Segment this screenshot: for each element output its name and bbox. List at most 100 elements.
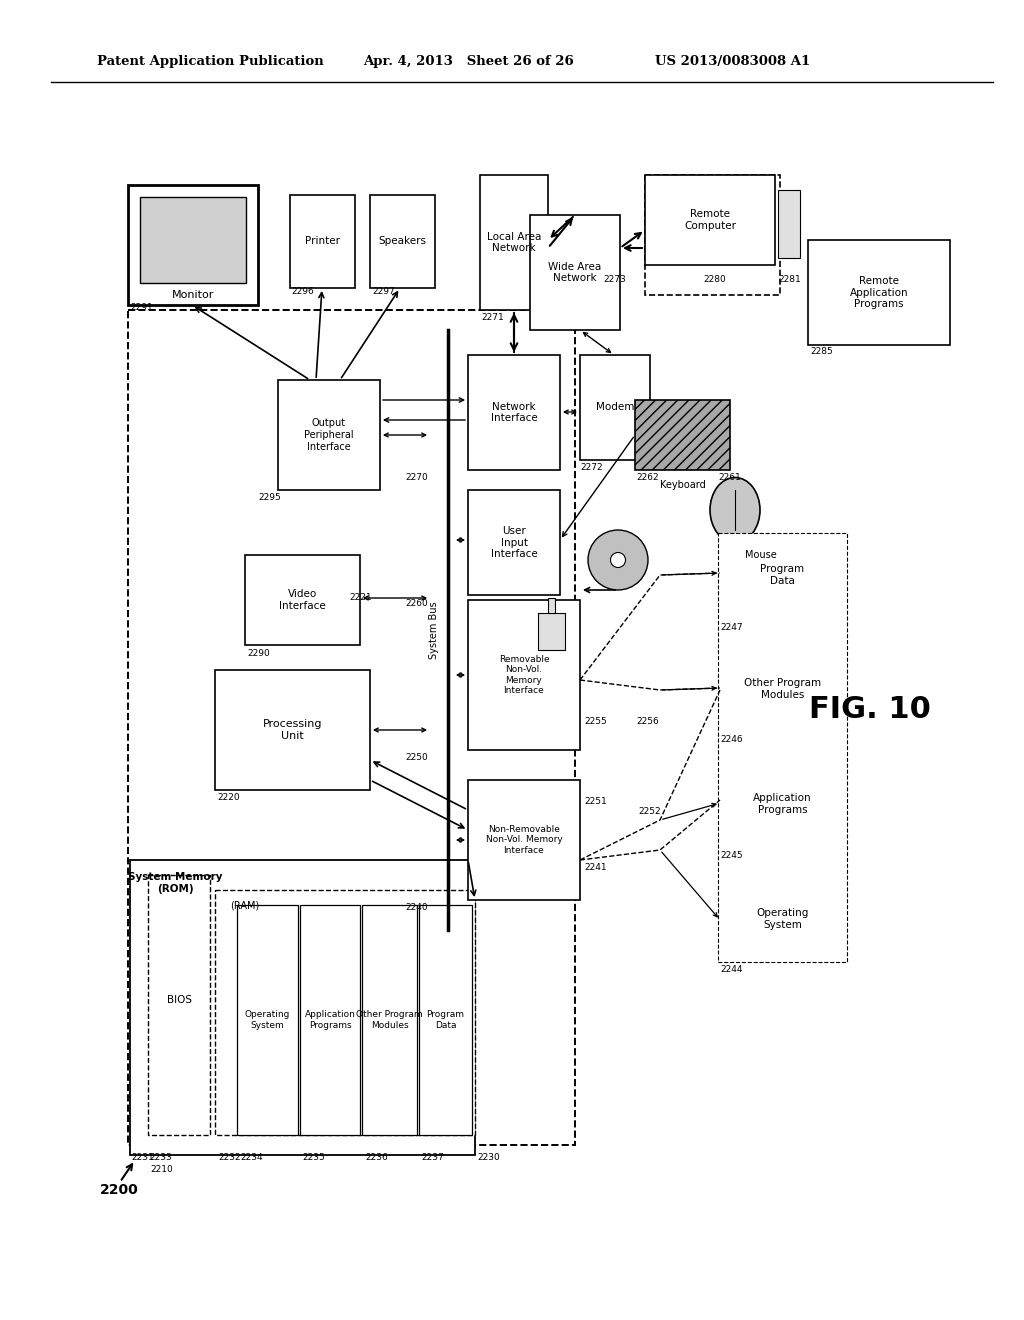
Text: 2261: 2261 — [718, 474, 740, 483]
Text: Patent Application Publication: Patent Application Publication — [97, 54, 324, 67]
Text: Video
Interface: Video Interface — [280, 589, 326, 611]
Text: 2250: 2250 — [406, 754, 428, 763]
Bar — [140, 197, 246, 282]
Text: Remote
Application
Programs: Remote Application Programs — [850, 276, 908, 309]
Text: FIG. 10: FIG. 10 — [809, 696, 931, 725]
Text: 2271: 2271 — [481, 314, 504, 322]
Bar — [468, 490, 560, 595]
Text: 2230: 2230 — [477, 1154, 500, 1163]
Bar — [808, 240, 950, 345]
Text: 2281: 2281 — [778, 276, 801, 285]
Text: Network
Interface: Network Interface — [490, 401, 538, 424]
Text: 2272: 2272 — [580, 463, 603, 473]
Bar — [720, 763, 845, 845]
Text: 2251: 2251 — [584, 797, 607, 807]
Text: Program
Data: Program Data — [761, 564, 805, 586]
Text: User
Input
Interface: User Input Interface — [490, 525, 538, 560]
Text: Non-Removable
Non-Vol. Memory
Interface: Non-Removable Non-Vol. Memory Interface — [485, 825, 562, 855]
Text: 2295: 2295 — [258, 494, 281, 503]
Bar — [635, 400, 730, 470]
Text: 2221: 2221 — [349, 594, 372, 602]
Bar — [237, 906, 298, 1135]
Bar — [538, 612, 565, 649]
Bar — [720, 535, 845, 615]
Text: Other Program
Modules: Other Program Modules — [744, 678, 821, 700]
Bar — [720, 648, 845, 730]
Bar — [645, 176, 775, 265]
Text: 2232: 2232 — [218, 1154, 241, 1163]
Text: 2296: 2296 — [291, 288, 313, 297]
Text: Mouse: Mouse — [745, 550, 777, 560]
Bar — [148, 875, 210, 1135]
Bar — [468, 601, 580, 750]
Text: 2220: 2220 — [217, 793, 240, 803]
Text: Output
Peripheral
Interface: Output Peripheral Interface — [304, 418, 354, 451]
Text: 2231: 2231 — [131, 1154, 154, 1163]
Ellipse shape — [710, 478, 760, 543]
Text: Apr. 4, 2013   Sheet 26 of 26: Apr. 4, 2013 Sheet 26 of 26 — [364, 54, 574, 67]
Text: Speakers: Speakers — [379, 236, 427, 247]
Text: Local Area
Network: Local Area Network — [486, 232, 542, 253]
Ellipse shape — [588, 531, 648, 590]
Bar — [530, 215, 620, 330]
Text: 2240: 2240 — [406, 903, 428, 912]
Bar — [278, 380, 380, 490]
Bar — [419, 906, 472, 1135]
Bar — [548, 598, 555, 612]
Text: 2241: 2241 — [584, 863, 606, 873]
Bar — [468, 355, 560, 470]
Bar — [128, 310, 575, 1144]
Bar — [580, 355, 650, 459]
Text: 2273: 2273 — [603, 276, 626, 285]
Text: System Memory
(ROM): System Memory (ROM) — [128, 873, 222, 894]
Text: Operating
System: Operating System — [245, 1010, 290, 1030]
Text: 2233: 2233 — [150, 1154, 172, 1163]
Text: Processing
Unit: Processing Unit — [263, 719, 323, 741]
Text: 2200: 2200 — [100, 1183, 138, 1197]
Bar — [778, 190, 800, 257]
Text: Application
Programs: Application Programs — [754, 793, 812, 814]
Text: 2236: 2236 — [365, 1154, 388, 1163]
Text: Remote
Computer: Remote Computer — [684, 209, 736, 231]
Text: 2237: 2237 — [421, 1154, 443, 1163]
Bar — [720, 878, 845, 960]
Ellipse shape — [610, 553, 626, 568]
Text: 2270: 2270 — [406, 474, 428, 483]
Text: Operating
System: Operating System — [757, 908, 809, 929]
Text: 2285: 2285 — [810, 347, 833, 356]
Text: 2291: 2291 — [130, 304, 153, 313]
Text: 2262: 2262 — [636, 474, 658, 483]
Text: Other Program
Modules: Other Program Modules — [356, 1010, 423, 1030]
Bar — [718, 533, 847, 962]
Bar — [370, 195, 435, 288]
Bar — [245, 554, 360, 645]
Bar — [300, 906, 360, 1135]
Bar — [215, 890, 475, 1135]
Text: Application
Programs: Application Programs — [304, 1010, 355, 1030]
Text: 2290: 2290 — [247, 648, 269, 657]
Text: 2235: 2235 — [302, 1154, 325, 1163]
Bar — [130, 861, 475, 1155]
Bar — [468, 780, 580, 900]
Text: 2244: 2244 — [720, 965, 742, 974]
Text: Modem: Modem — [596, 403, 634, 412]
Text: 2234: 2234 — [240, 1154, 262, 1163]
Text: 2255: 2255 — [584, 718, 607, 726]
Text: Printer: Printer — [305, 236, 340, 247]
Text: System Bus: System Bus — [429, 601, 439, 659]
Text: BIOS: BIOS — [167, 995, 191, 1005]
Text: US 2013/0083008 A1: US 2013/0083008 A1 — [655, 54, 811, 67]
Text: Removable
Non-Vol.
Memory
Interface: Removable Non-Vol. Memory Interface — [499, 655, 549, 696]
Text: Program
Data: Program Data — [427, 1010, 465, 1030]
Text: Monitor: Monitor — [172, 290, 214, 300]
Text: 2252: 2252 — [638, 808, 660, 817]
Bar — [362, 906, 417, 1135]
Text: 2260: 2260 — [406, 598, 428, 607]
Text: Keyboard: Keyboard — [659, 480, 706, 490]
Text: 2297: 2297 — [372, 288, 394, 297]
Text: 2256: 2256 — [636, 718, 658, 726]
Text: Wide Area
Network: Wide Area Network — [549, 261, 602, 284]
Text: 2210: 2210 — [150, 1166, 173, 1175]
Bar — [645, 176, 780, 294]
Text: (RAM): (RAM) — [230, 900, 259, 909]
